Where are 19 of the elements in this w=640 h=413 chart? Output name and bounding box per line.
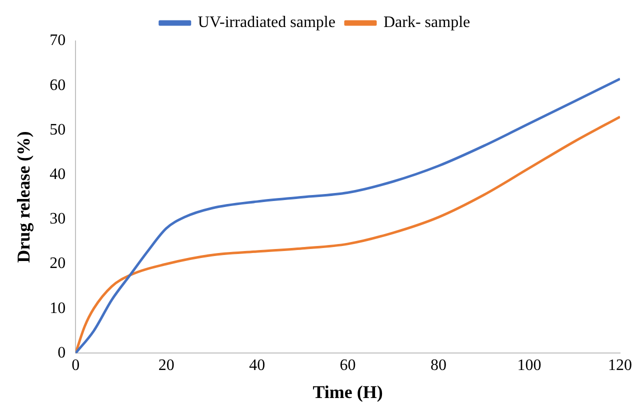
legend-label: UV-irradiated sample: [198, 14, 336, 32]
x-tick-label: 80: [430, 357, 447, 374]
y-tick-label: 10: [50, 300, 66, 317]
y-tick-label: 0: [58, 344, 66, 362]
x-tick-label: 100: [517, 357, 542, 374]
y-tick-label: 40: [50, 166, 66, 184]
y-tick-label: 30: [50, 210, 66, 228]
y-tick-label: 60: [50, 76, 66, 94]
x-tick-label: 120: [608, 357, 632, 374]
y-tick-label: 20: [50, 255, 66, 272]
y-axis-title: Drug release (%): [13, 131, 34, 263]
x-tick-label: 60: [340, 357, 356, 374]
x-tick-label: 40: [249, 357, 266, 374]
x-tick-label: 0: [72, 357, 80, 374]
x-tick-label: 20: [158, 357, 174, 374]
y-tick-label: 70: [50, 32, 66, 50]
x-axis-title: Time (H): [312, 382, 383, 402]
legend-label: Dark- sample: [383, 14, 470, 32]
y-tick-label: 50: [50, 121, 66, 138]
